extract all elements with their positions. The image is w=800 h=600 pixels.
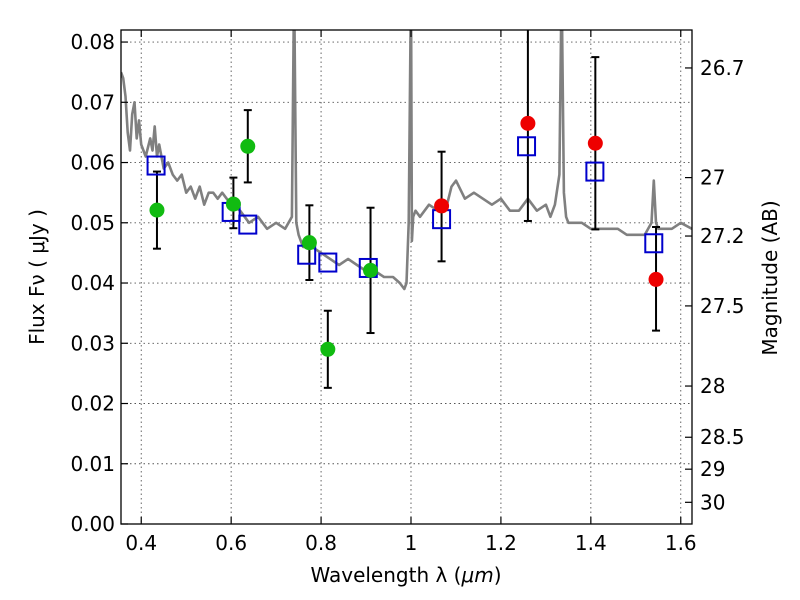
plot-frame bbox=[120, 29, 693, 525]
x-tick-label: 1.2 bbox=[485, 531, 517, 555]
model-flux-marker bbox=[517, 136, 537, 157]
points-layer bbox=[146, 115, 664, 357]
green-data-point bbox=[225, 196, 241, 212]
right-tick-label: 29 bbox=[700, 457, 725, 481]
x-tick-label: 0.6 bbox=[215, 531, 247, 555]
red-data-point bbox=[434, 198, 450, 214]
green-data-point bbox=[320, 341, 336, 357]
y-tick-label: 0.05 bbox=[70, 211, 115, 235]
model-flux-marker bbox=[644, 233, 664, 254]
right-tick-label: 28.5 bbox=[700, 425, 745, 449]
x-tick-label: 0.4 bbox=[125, 531, 157, 555]
model-flux-marker bbox=[146, 155, 166, 176]
y-tick-label: 0.04 bbox=[70, 271, 115, 295]
right-tick-label: 26.7 bbox=[700, 56, 745, 80]
x-tick-label: 1.4 bbox=[575, 531, 607, 555]
y-tick-label: 0.03 bbox=[70, 331, 115, 355]
y-axis-label: Flux Fν ( μJy ) bbox=[25, 209, 49, 345]
green-data-point bbox=[301, 235, 317, 251]
x-tick-label: 0.8 bbox=[305, 531, 337, 555]
red-data-point bbox=[648, 271, 664, 287]
model-flux-marker bbox=[318, 252, 338, 273]
right-tick-label: 30 bbox=[700, 490, 725, 514]
right-tick-label: 27.5 bbox=[700, 294, 745, 318]
right-tick-label: 27.2 bbox=[700, 224, 745, 248]
model-flux-marker bbox=[238, 214, 258, 235]
tick-layer: 0.4 0.6 0.8 1 1.2 1.4 1.6 0.00 0.01 0.02 0.03 0.04 0… bbox=[70, 30, 745, 555]
y-tick-label: 0.06 bbox=[70, 151, 115, 175]
y-tick-label: 0.01 bbox=[70, 452, 115, 476]
green-data-point bbox=[149, 202, 165, 218]
x-axis-label: Wavelength λ (μm) bbox=[310, 563, 501, 587]
x-tick-label: 1 bbox=[405, 531, 418, 555]
y-tick-label: 0.08 bbox=[70, 30, 115, 54]
x-tick-label: 1.6 bbox=[665, 531, 697, 555]
red-data-point bbox=[587, 135, 603, 151]
right-tick-label: 28 bbox=[700, 374, 725, 398]
red-data-point bbox=[520, 115, 536, 131]
green-data-point bbox=[363, 262, 379, 278]
right-y-axis-label: Magnitude (AB) bbox=[758, 200, 782, 355]
right-tick-label: 27 bbox=[700, 166, 725, 190]
green-data-point bbox=[240, 138, 256, 154]
y-tick-label: 0.07 bbox=[70, 90, 115, 114]
model-flux-marker bbox=[585, 161, 605, 182]
y-tick-label: 0.02 bbox=[70, 392, 115, 416]
y-tick-label: 0.00 bbox=[70, 512, 115, 536]
